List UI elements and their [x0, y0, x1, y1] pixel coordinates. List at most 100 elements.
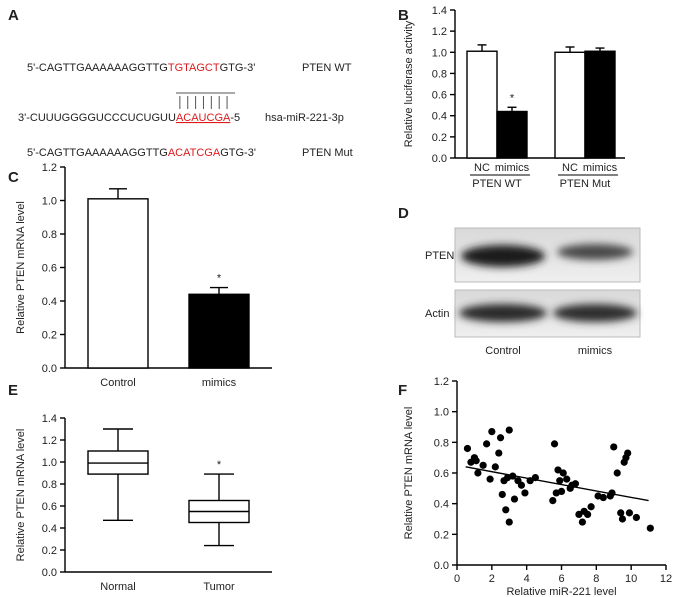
x-tick-label: 2: [489, 573, 495, 585]
y-tick-label: 1.4: [432, 5, 447, 17]
y-tick-label: 1.0: [434, 407, 449, 419]
y-tick-label: 0.8: [434, 437, 449, 449]
annotation: *: [217, 273, 222, 285]
scatter-point: [617, 509, 625, 517]
sequence: 5'-CAGTTGAAAAAAGGTTGTGTAGCTGTG-3': [27, 62, 255, 74]
scatter-point: [575, 510, 583, 518]
y-tick-label: 0.4: [432, 111, 447, 123]
blot: [454, 227, 641, 338]
blot-row-label: PTEN: [425, 250, 454, 262]
scatter-point: [599, 493, 607, 502]
y-tick-label: 0.2: [432, 132, 447, 144]
x-tick-label: mimics: [202, 377, 237, 389]
group-label: PTEN Mut: [560, 178, 611, 190]
x-tick-label: Tumor: [203, 581, 235, 593]
y-tick-label: 1.2: [432, 26, 447, 38]
scatter-point: [521, 489, 529, 497]
base-pairing: [175, 92, 235, 109]
y-tick-label: 1.0: [42, 457, 57, 469]
scatter-point: [632, 513, 640, 522]
x-tick-label: 10: [625, 573, 637, 585]
y-tick-label: 0.4: [42, 296, 57, 308]
y-tick-label: 0.4: [434, 499, 449, 511]
x-tick-label: 8: [593, 573, 599, 585]
bar: [188, 293, 250, 369]
y-tick-label: 0.2: [42, 330, 57, 342]
x-tick-label: NC: [562, 162, 578, 174]
panel-label: A: [8, 7, 19, 24]
y-tick-label: 0.2: [42, 545, 57, 557]
blot-lane-label: mimics: [578, 345, 613, 357]
scatter-point: [587, 503, 595, 511]
y-tick-label: 1.0: [432, 47, 447, 59]
scatter-point: [479, 461, 487, 469]
sequence: 3'-CUUUGGGGUCCCUCUGUUACAUCGA-5: [18, 112, 240, 124]
bar: [496, 110, 528, 159]
scatter-point: [517, 481, 526, 489]
x-tick-label: 0: [454, 573, 460, 585]
annotation: *: [510, 92, 515, 104]
scatter-point: [556, 477, 564, 485]
annotation: *: [217, 459, 222, 471]
scatter-point: [624, 449, 632, 457]
y-axis-label: Relative PTEN mRNA level: [15, 201, 27, 334]
scatter-point: [496, 434, 505, 442]
bar: [466, 50, 498, 159]
y-tick-label: 0.2: [434, 529, 449, 541]
panel-label: C: [8, 169, 19, 186]
y-tick-label: 0.0: [434, 560, 449, 572]
scatter-point: [505, 426, 513, 434]
scatter-point: [486, 475, 494, 483]
x-tick-label: 6: [558, 573, 564, 585]
scatter-point: [563, 475, 571, 483]
scatter-point: [610, 443, 618, 451]
panel-label: B: [398, 7, 409, 24]
scatter-point: [488, 428, 496, 436]
scatter-point: [584, 510, 592, 518]
y-tick-label: 0.0: [42, 567, 57, 579]
scatter-point: [505, 518, 513, 526]
y-tick-label: 0.8: [42, 479, 57, 491]
panel-label: D: [398, 205, 409, 222]
sequence: 5'-CAGTTGAAAAAAGGTTGACATCGAGTG-3': [27, 147, 256, 159]
scatter-point: [472, 457, 480, 465]
bar: [554, 51, 586, 159]
y-tick-label: 1.2: [434, 376, 449, 388]
y-tick-label: 1.0: [42, 196, 57, 208]
scatter-point: [571, 480, 580, 488]
scatter-point: [646, 524, 654, 532]
scatter-point: [549, 497, 557, 505]
scatter-point: [474, 469, 482, 477]
sequence-name: PTEN Mut: [302, 147, 353, 159]
y-tick-label: 0.0: [42, 363, 57, 375]
sequence-name: hsa-miR-221-3p: [265, 112, 344, 124]
scatter-point: [463, 444, 472, 453]
blot-lane-label: Control: [485, 345, 520, 357]
y-tick-label: 0.6: [42, 501, 57, 513]
y-tick-label: 1.2: [42, 435, 57, 447]
y-tick-label: 0.6: [42, 263, 57, 275]
x-axis-label: Relative miR-221 level: [506, 586, 616, 597]
y-axis-label: Relative PTEN mRNA level: [15, 429, 27, 562]
bar: [87, 198, 149, 369]
bar: [584, 50, 616, 159]
y-tick-label: 1.2: [42, 162, 57, 174]
x-tick-label: mimics: [583, 162, 618, 174]
y-tick-label: 1.4: [42, 413, 57, 425]
scatter-point: [491, 463, 499, 471]
y-axis-label: Relative luciferase activity: [403, 20, 415, 147]
fit-line: [465, 466, 649, 502]
y-axis-label: Relative PTEN mRNA level: [403, 407, 415, 540]
scatter-point: [550, 440, 559, 448]
panel-label: F: [398, 382, 407, 399]
scatter-point: [613, 469, 621, 477]
sequence-name: PTEN WT: [302, 62, 352, 74]
scatter-point: [559, 469, 567, 477]
scatter-point: [495, 449, 503, 457]
group-label: PTEN WT: [472, 178, 522, 190]
x-tick-label: Control: [100, 377, 135, 389]
scatter-point: [618, 515, 627, 523]
x-tick-label: Normal: [100, 581, 135, 593]
blot-row-label: Actin: [425, 308, 449, 320]
